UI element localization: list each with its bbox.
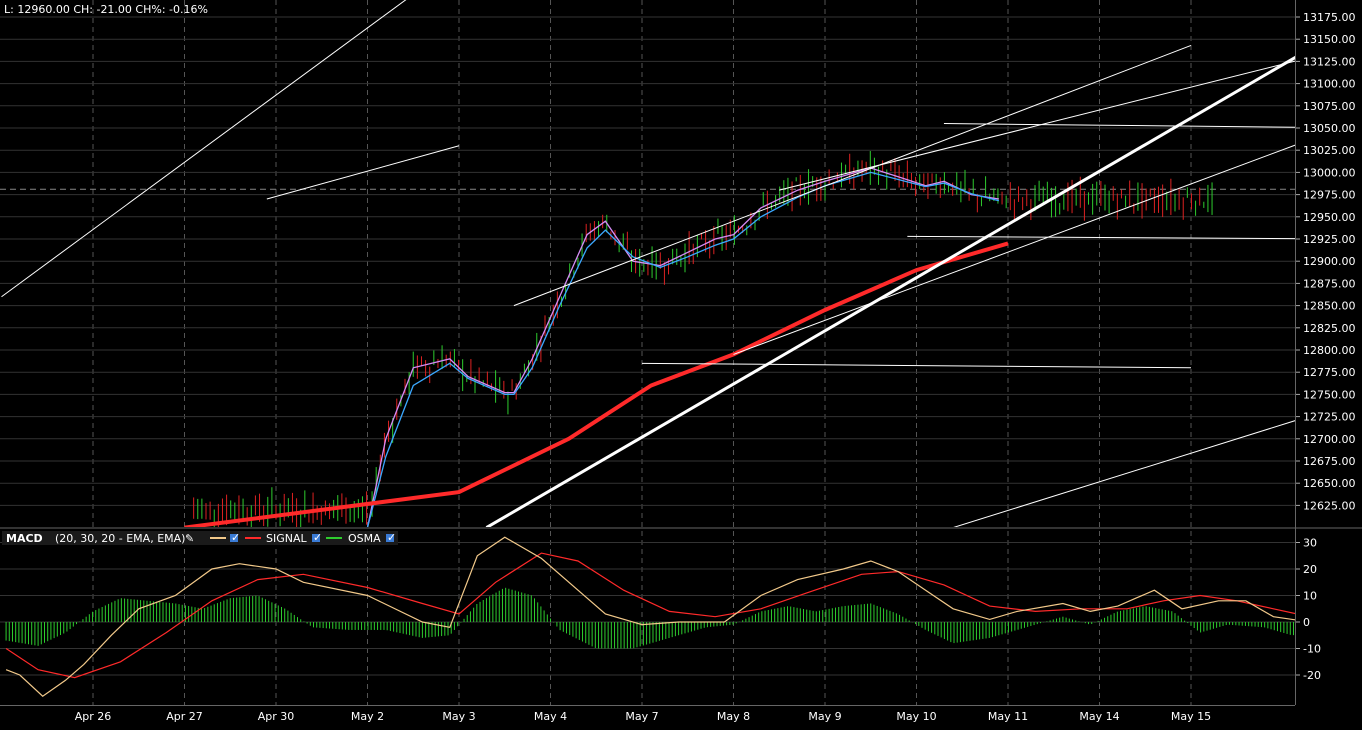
price-tick-label: 12700.00 [1303,433,1356,446]
date-tick-label: May 4 [534,710,567,723]
price-tick-label: 12625.00 [1303,499,1356,512]
price-tick-label: 13075.00 [1303,100,1356,113]
price-tick-label: 12825.00 [1303,322,1356,335]
price-axis: 13175.00 13150.00 13125.00 13100.00 13075.00… [1295,11,1356,512]
legend-signal: SIGNAL [266,532,308,545]
date-tick-label: May 8 [717,710,750,723]
price-tick-label: 12725.00 [1303,411,1356,424]
price-tick-label: 12875.00 [1303,277,1356,290]
trendline[interactable] [907,235,1362,240]
macd-line [5,536,1295,697]
price-tick-label: 12975.00 [1303,189,1356,202]
price-tick-label: 13050.00 [1303,122,1356,135]
trendline[interactable] [513,44,1192,307]
date-tick-label: Apr 30 [258,710,295,723]
legend-bg [2,531,398,545]
check-icon: ✓ [313,531,322,544]
price-tick-label: 13100.00 [1303,78,1356,91]
date-tick-label: May 11 [988,710,1028,723]
price-tick-label: 13000.00 [1303,166,1356,179]
macd-tick-label: 10 [1303,590,1317,603]
macd-legend: MACD (20, 30, 20 - EMA, EMA) ✎ ✓ SIGNAL … [2,531,398,545]
check-icon: ✓ [387,531,396,544]
macd-panel [5,536,1295,697]
legend-name: MACD [6,532,43,545]
price-tick-label: 12650.00 [1303,477,1356,490]
candlestick-series [193,151,1213,527]
trendline[interactable] [779,44,1362,191]
moving-average-ema-slow [366,171,1000,527]
signal-line [5,552,1295,679]
price-tick-label: 12900.00 [1303,255,1356,268]
moving-average-ema-fast [366,167,1000,527]
price-tick-label: 12925.00 [1303,233,1356,246]
trendline[interactable] [266,145,460,200]
price-tick-label: 12850.00 [1303,300,1356,313]
date-tick-label: May 2 [351,710,384,723]
date-tick-label: May 10 [896,710,936,723]
trendline[interactable] [953,399,1362,528]
date-axis: Apr 26 Apr 27 Apr 30 May 2 May 3 May 4 May 7 Ma… [75,710,1211,723]
price-tick-label: 13150.00 [1303,33,1356,46]
macd-tick-label: -10 [1303,643,1321,656]
grid-lines [0,0,1295,705]
macd-visibility-checkbox[interactable] [230,534,238,542]
price-tick-label: 13175.00 [1303,11,1356,24]
check-icon: ✓ [231,531,240,544]
macd-tick-label: 0 [1303,616,1310,629]
trendline[interactable] [641,362,1192,369]
date-tick-label: May 9 [808,710,841,723]
signal-visibility-checkbox[interactable] [312,534,320,542]
osma-visibility-checkbox[interactable] [386,534,394,542]
price-tick-label: 13125.00 [1303,55,1356,68]
trendline[interactable] [485,17,1362,528]
date-tick-label: Apr 27 [166,710,203,723]
quote-header: L: 12960.00 CH: -21.00 CH%: -0.16% [4,3,208,16]
price-tick-label: 12800.00 [1303,344,1356,357]
settings-icon[interactable]: ✎ [185,532,194,545]
date-tick-label: May 15 [1171,710,1211,723]
trendline-set[interactable] [1,0,1362,528]
legend-osma: OSMA [348,532,381,545]
price-tick-label: 12675.00 [1303,455,1356,468]
legend-params: (20, 30, 20 - EMA, EMA) [55,532,185,545]
price-tick-label: 12775.00 [1303,366,1356,379]
trendline[interactable] [1,0,679,298]
macd-axis: 30 20 10 0 -10 -20 [1295,537,1321,682]
macd-tick-label: -20 [1303,669,1321,682]
moving-average-series [184,167,1009,527]
date-tick-label: May 7 [625,710,658,723]
date-tick-label: May 3 [442,710,475,723]
date-tick-label: Apr 26 [75,710,112,723]
macd-tick-label: 30 [1303,537,1317,550]
macd-tick-label: 20 [1303,563,1317,576]
price-tick-label: 12950.00 [1303,211,1356,224]
date-tick-label: May 14 [1079,710,1119,723]
price-tick-label: 13025.00 [1303,144,1356,157]
moving-average-long-ma [184,241,1009,527]
price-tick-label: 12750.00 [1303,388,1356,401]
trendline[interactable] [943,123,1362,128]
